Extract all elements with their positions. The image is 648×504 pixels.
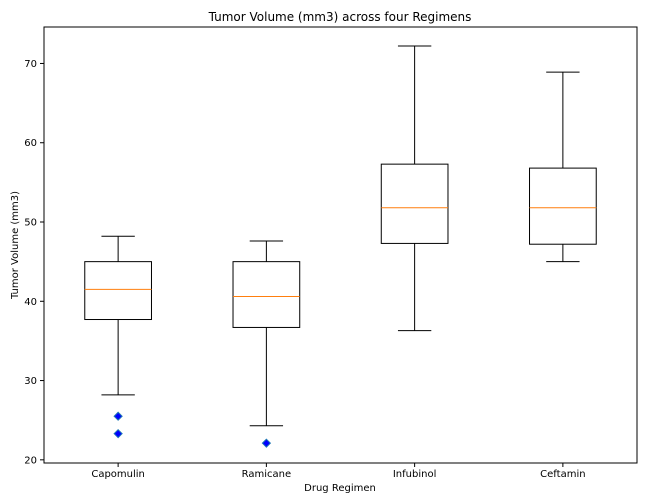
- box-iqr: [84, 261, 152, 321]
- x-tick-label: Capomulin: [91, 469, 145, 480]
- box-iqr: [529, 167, 597, 245]
- outlier-point: [113, 428, 123, 439]
- box-iqr: [232, 261, 301, 328]
- x-tick-label: Ceftamin: [540, 469, 585, 480]
- x-axis-label: Drug Regimen: [304, 483, 376, 494]
- box-group-ceftamin: [529, 71, 597, 263]
- y-tick-label: 30: [24, 376, 37, 387]
- y-tick-label: 20: [24, 455, 37, 466]
- plot-area: [43, 26, 638, 464]
- boxes-layer: [84, 45, 597, 448]
- box-group-infubinol: [380, 45, 449, 332]
- y-tick-label: 50: [24, 218, 37, 229]
- x-tick-label: Ramicane: [242, 469, 292, 480]
- y-tick-label: 70: [24, 59, 37, 70]
- y-axis: 20 30 40 50 60 70: [24, 59, 44, 466]
- y-axis-label: Tumor Volume (mm3): [10, 191, 21, 300]
- x-tick-label: Infubinol: [393, 469, 437, 480]
- chart-title: Tumor Volume (mm3) across four Regimens: [208, 10, 472, 24]
- box-group-capomulin: [84, 235, 152, 439]
- y-tick-label: 60: [24, 138, 37, 149]
- x-axis: Capomulin Ramicane Infubinol Ceftamin: [91, 463, 586, 480]
- outlier-point: [261, 438, 272, 448]
- box-group-ramicane: [232, 240, 301, 448]
- outlier-point: [113, 411, 123, 421]
- box-iqr: [380, 163, 449, 244]
- y-tick-label: 40: [24, 297, 37, 308]
